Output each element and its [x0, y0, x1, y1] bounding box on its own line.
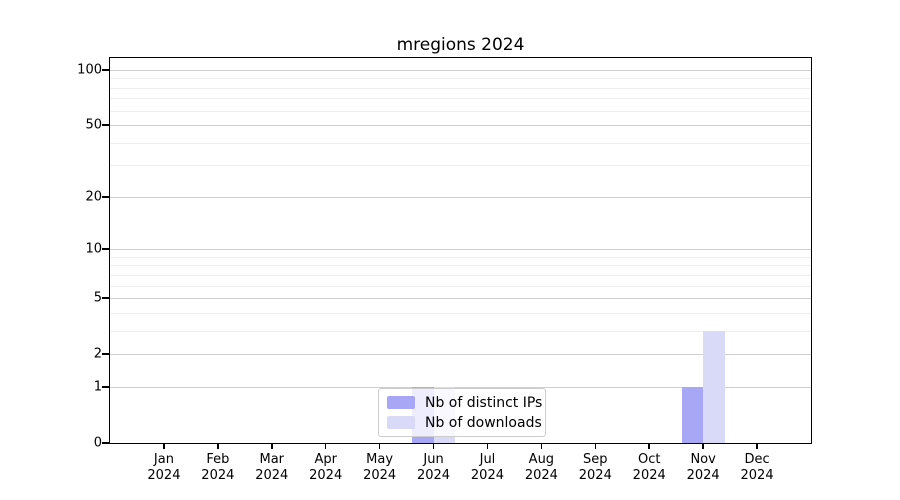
x-axis-label-year: 2024: [578, 468, 612, 484]
y-axis-label: 1: [93, 379, 102, 395]
x-axis-tick: [486, 443, 489, 449]
x-axis-label: Jul 2024: [452, 452, 522, 485]
x-axis-label-month: Feb: [206, 452, 230, 467]
legend-label: Nb of downloads: [425, 414, 542, 431]
y-axis-tick: [102, 69, 109, 71]
x-axis-tick: [594, 443, 597, 449]
x-axis-label-month: Dec: [744, 452, 770, 467]
gridline-minor: [110, 87, 811, 89]
x-axis-label-month: Jan: [153, 452, 174, 467]
gridline-minor: [110, 274, 811, 276]
gridline-minor: [110, 110, 811, 112]
y-axis-tick: [102, 124, 109, 126]
y-axis-label: 20: [85, 189, 102, 205]
bar-distinct-ips-nov: [681, 386, 704, 443]
gridline-minor: [110, 312, 811, 314]
gridline-major: [110, 386, 811, 388]
legend-label: Nb of distinct IPs: [425, 394, 543, 411]
y-axis-label: 0: [93, 435, 102, 451]
x-axis-tick: [378, 443, 381, 449]
y-axis-tick: [102, 248, 109, 250]
x-axis-label: Feb 2024: [183, 452, 253, 485]
y-axis-label: 10: [85, 241, 102, 257]
x-axis-label: Sep 2024: [560, 452, 630, 485]
x-axis-label-month: Aug: [528, 452, 555, 467]
plot-area: Nb of distinct IPs Nb of downloads 0 1 2 5 1…: [77, 57, 812, 483]
x-axis-label: Oct 2024: [614, 452, 684, 485]
gridline-major: [110, 196, 811, 198]
x-axis-tick: [163, 443, 165, 449]
x-axis-label-month: Jul: [479, 452, 496, 467]
x-axis-tick: [324, 443, 327, 449]
x-axis-label: May 2024: [345, 452, 415, 485]
x-axis-label: Dec 2024: [722, 452, 792, 485]
gridline-major: [110, 354, 811, 356]
gridline-minor: [110, 142, 811, 144]
x-axis-label-year: 2024: [363, 468, 397, 484]
y-axis-tick: [102, 297, 109, 299]
x-axis-label-year: 2024: [255, 468, 289, 484]
x-axis-label-month: May: [366, 452, 394, 467]
y-axis-label: 50: [85, 117, 102, 133]
gridline-minor: [110, 285, 811, 287]
gridline-major: [110, 298, 811, 300]
gridline-major: [110, 249, 811, 251]
y-axis-tick: [102, 353, 109, 355]
gridline-major: [110, 69, 811, 71]
x-axis-label-month: Mar: [259, 452, 285, 467]
x-axis-label: Apr 2024: [291, 452, 361, 485]
x-axis-label-year: 2024: [686, 468, 720, 484]
x-axis-label-month: Sep: [583, 452, 608, 467]
x-axis-tick: [702, 443, 704, 449]
x-axis-label-year: 2024: [524, 468, 558, 484]
legend-item-downloads: Nb of downloads: [387, 415, 542, 431]
legend-swatch-downloads: [387, 416, 415, 429]
x-axis-label-month: Jun: [423, 452, 444, 467]
x-axis-tick: [432, 443, 435, 449]
x-axis-label-year: 2024: [309, 468, 343, 484]
gridline-minor: [110, 78, 811, 80]
x-axis-label: Nov 2024: [668, 452, 738, 485]
gridline-minor: [110, 265, 811, 267]
x-axis-label-year: 2024: [740, 468, 774, 484]
x-axis-label: Jan 2024: [129, 452, 199, 485]
x-axis-tick: [540, 443, 543, 449]
legend: Nb of distinct IPs Nb of downloads: [378, 388, 546, 437]
y-axis-label: 5: [93, 290, 102, 306]
x-axis-label-year: 2024: [201, 468, 235, 484]
gridline-minor: [110, 330, 811, 332]
gridline-minor: [110, 256, 811, 258]
x-axis-tick: [217, 443, 219, 449]
y-axis-tick: [102, 386, 109, 388]
legend-swatch-distinct-ips: [387, 396, 415, 409]
x-axis-tick: [648, 443, 651, 449]
y-axis-label: 100: [77, 62, 102, 78]
x-axis-label-year: 2024: [147, 468, 181, 484]
x-axis-label-year: 2024: [416, 468, 451, 484]
y-axis-tick: [102, 442, 109, 444]
x-axis-label-month: Apr: [314, 452, 337, 467]
gridline-minor: [110, 98, 811, 100]
gridline-major: [110, 125, 811, 127]
x-axis-tick: [270, 443, 273, 449]
x-axis-label-year: 2024: [470, 468, 504, 484]
x-axis-label-month: Oct: [637, 452, 661, 467]
y-axis-tick: [102, 196, 109, 198]
x-axis-label: Aug 2024: [506, 452, 576, 485]
gridline-minor: [110, 165, 811, 167]
x-axis-label: Jun 2024: [399, 452, 469, 485]
x-axis-label-year: 2024: [632, 468, 666, 484]
x-axis-label: Mar 2024: [237, 452, 307, 485]
chart-title: mregions 2024: [396, 35, 525, 55]
legend-item-distinct-ips: Nb of distinct IPs: [387, 395, 542, 411]
x-axis-tick: [756, 443, 758, 449]
x-axis-label-month: Nov: [690, 452, 716, 467]
bar-downloads-nov: [703, 330, 725, 443]
y-axis-label: 2: [93, 346, 102, 362]
